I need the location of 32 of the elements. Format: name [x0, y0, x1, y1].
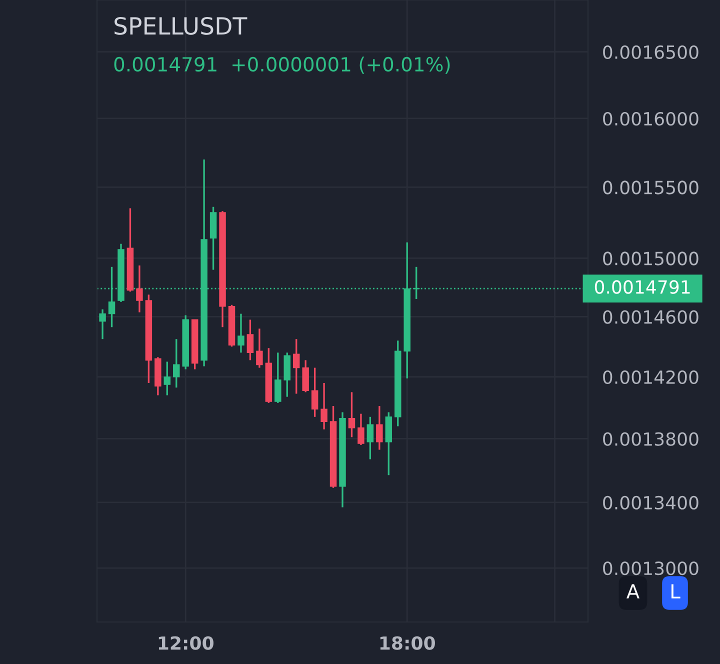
candlestick: [238, 312, 244, 354]
candlestick: [292, 338, 300, 395]
candlestick: [311, 366, 318, 418]
candlestick: [320, 382, 328, 430]
candlestick: [274, 352, 282, 404]
candlestick: [358, 412, 364, 446]
y-tick-label: 0.0016000: [603, 112, 698, 126]
y-tick-label: 0.0015500: [603, 180, 698, 194]
candlestick: [99, 308, 106, 340]
y-tick-label: 0.0013800: [603, 432, 698, 446]
candlestick: [302, 359, 309, 394]
text: L: [671, 584, 680, 598]
x-tick-label: 18:00: [380, 636, 435, 650]
text: SPELLUSDT: [114, 16, 248, 35]
y-tick-label: 0.0015000: [603, 252, 698, 266]
candlestick: [256, 328, 263, 369]
candlestick: [173, 338, 180, 388]
y-tick-label: 0.0013400: [603, 496, 698, 510]
candlestick: [366, 416, 374, 460]
text: A: [626, 584, 640, 598]
candlestick: [136, 264, 143, 314]
text: 0.0014791 +0.0000001 (+0.01%): [114, 56, 450, 74]
candlestick: [164, 360, 171, 396]
y-tick-label: 0.0014600: [603, 310, 698, 324]
x-tick-label: 12:00: [158, 636, 214, 650]
candlestick: [376, 405, 383, 451]
ref-line-label: 0.0014791: [594, 280, 690, 294]
candlestick: [246, 318, 254, 362]
candlestick: [348, 391, 356, 438]
y-tick-label: 0.0013000: [603, 562, 698, 576]
y-tick-label: 0.0014200: [603, 370, 698, 384]
y-tick-label: 0.0016500: [603, 45, 698, 59]
